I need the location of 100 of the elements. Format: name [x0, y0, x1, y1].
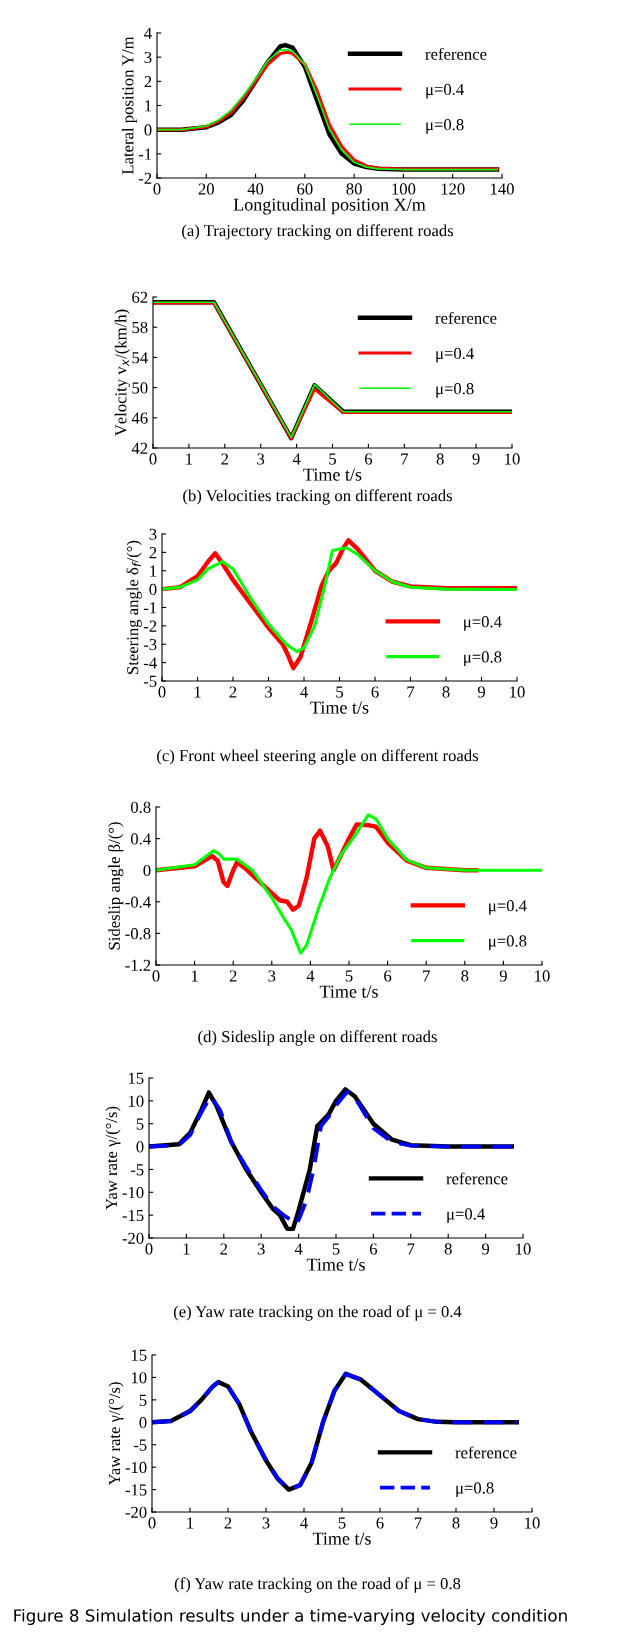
- y-tick-label: 0: [139, 1416, 147, 1429]
- x-tick-label: 8: [436, 453, 444, 465]
- y-tick-label: -4: [143, 657, 157, 669]
- x-tick-label: 3: [265, 686, 273, 698]
- x-tick-label: 1: [187, 1517, 194, 1529]
- x-tick-label: 8: [452, 1517, 460, 1529]
- x-tick-label: 40: [247, 183, 264, 195]
- y-tick-label: 46: [131, 412, 148, 424]
- y-tick-label: 2: [144, 76, 152, 88]
- x-axis-title: Time t/s: [319, 985, 378, 998]
- text: (d) Sideslip angle on different roads: [198, 1030, 437, 1046]
- x-tick-label: 2: [220, 1243, 228, 1255]
- x-tick-label: 5: [336, 686, 344, 698]
- x-tick-label: 100: [392, 183, 416, 195]
- x-tick-label: 6: [384, 970, 392, 982]
- y-tick-label: -5: [133, 1439, 147, 1451]
- y-tick-label: 0.4: [130, 833, 151, 845]
- x-tick-label: 4: [300, 1517, 308, 1529]
- y-tick-label: 10: [128, 1095, 144, 1107]
- text: (b) Velocities tracking on different roads: [183, 489, 452, 505]
- y-tick-label: -15: [125, 1484, 147, 1496]
- x-tick-label: 5: [329, 453, 337, 465]
- x-tick-label: 4: [306, 970, 315, 982]
- y-tick-label: -1: [138, 148, 152, 160]
- legend-label: μ=0.8: [426, 119, 464, 134]
- legend-label: μ=0.8: [456, 1482, 494, 1497]
- x-tick-label: 10: [525, 1517, 540, 1529]
- y-tick-label: -1: [143, 602, 157, 614]
- legend-label: μ=0.8: [464, 651, 502, 666]
- x-tick-label: 120: [441, 183, 465, 195]
- x-tick-label: 60: [297, 183, 313, 195]
- legend-label: μ=0.4: [489, 900, 527, 915]
- x-tick-label: 7: [414, 1517, 422, 1529]
- x-tick-label: 3: [257, 453, 265, 465]
- y-axis-title: Yaw rate γ/(°/s): [108, 1382, 124, 1486]
- y-tick-label: -10: [125, 1461, 147, 1474]
- x-axis-title: Time t/s: [303, 468, 362, 481]
- y-tick-label: 15: [128, 1072, 144, 1084]
- text: (c) Front wheel steering angle on different roads: [157, 749, 479, 765]
- y-axis-title: Lateral position Y/m: [121, 36, 137, 175]
- y-tick-label: -3: [143, 639, 157, 651]
- y-tick-label: 2: [149, 547, 157, 559]
- y-tick-label: 58: [132, 321, 148, 334]
- legend-label: μ=0.8: [436, 383, 474, 398]
- y-tick-label: 50: [132, 382, 148, 394]
- legend-label: reference: [446, 1172, 508, 1185]
- legend-label: reference: [455, 1446, 517, 1459]
- x-tick-label: 2: [229, 686, 237, 698]
- x-tick-label: 9: [499, 970, 507, 982]
- x-tick-label: 2: [221, 453, 229, 465]
- y-tick-label: -20: [125, 1506, 147, 1518]
- x-tick-label: 7: [407, 686, 415, 698]
- legend-label: μ=0.4: [426, 83, 464, 99]
- y-axis-title: Velocity v$_{x}$/(km/h): [114, 309, 130, 437]
- x-tick-label: 7: [407, 1243, 415, 1255]
- x-tick-label: 1: [186, 453, 193, 465]
- x-axis-title: Longitudinal position X/m: [233, 197, 426, 215]
- x-tick-label: 5: [338, 1517, 346, 1529]
- y-tick-label: 1: [145, 100, 152, 112]
- y-tick-label: 3: [149, 528, 157, 540]
- y-tick-label: -5: [130, 1164, 144, 1176]
- x-tick-label: 8: [442, 686, 450, 698]
- y-tick-label: -10: [122, 1186, 144, 1199]
- x-tick-label: 8: [461, 970, 469, 982]
- x-tick-label: 0: [158, 686, 166, 698]
- x-tick-label: 6: [364, 453, 373, 465]
- x-tick-label: 5: [332, 1243, 340, 1255]
- legend-label: reference: [425, 47, 487, 60]
- y-tick-label: -2: [143, 620, 157, 632]
- x-tick-label: 3: [268, 970, 276, 982]
- y-axis-title: Sideslip angle β/(°): [108, 822, 124, 950]
- y-tick-label: -15: [122, 1209, 144, 1222]
- x-tick-label: 10: [505, 453, 520, 465]
- y-tick-label: 3: [144, 51, 152, 64]
- caption: Figure 8 Simulation results under a time-varying velocity condition: [14, 1608, 567, 1626]
- text: (e) Yaw rate tracking on the road of μ = 0.4: [173, 1305, 462, 1321]
- y-tick-label: 42: [131, 442, 148, 454]
- x-axis-title: Time t/s: [310, 701, 369, 714]
- x-tick-label: 6: [376, 1517, 384, 1529]
- x-tick-label: 10: [516, 1243, 531, 1255]
- y-tick-label: 5: [136, 1118, 144, 1130]
- x-tick-label: 10: [535, 970, 550, 982]
- y-tick-label: 0: [144, 124, 152, 136]
- x-tick-label: 20: [198, 183, 214, 195]
- y-tick-label: 0: [136, 1141, 144, 1153]
- x-tick-label: 2: [229, 970, 237, 982]
- x-tick-label: 3: [262, 1517, 270, 1529]
- text: (f) Yaw rate tracking on the road of μ = 0.8: [174, 1577, 461, 1593]
- x-tick-label: 7: [401, 453, 408, 465]
- x-tick-label: 6: [371, 686, 379, 698]
- x-tick-label: 10: [510, 686, 525, 698]
- legend-label: μ=0.8: [489, 935, 527, 950]
- x-tick-label: 7: [423, 970, 430, 982]
- y-tick-label: -5: [143, 675, 157, 687]
- y-axis-title: Steering angle δ$_{f}$/(°): [126, 540, 142, 674]
- y-tick-label: -20: [122, 1232, 144, 1244]
- x-tick-label: 6: [369, 1243, 378, 1255]
- y-tick-label: -2: [138, 172, 152, 184]
- y-tick-label: 5: [139, 1394, 147, 1406]
- x-tick-label: 5: [345, 970, 353, 982]
